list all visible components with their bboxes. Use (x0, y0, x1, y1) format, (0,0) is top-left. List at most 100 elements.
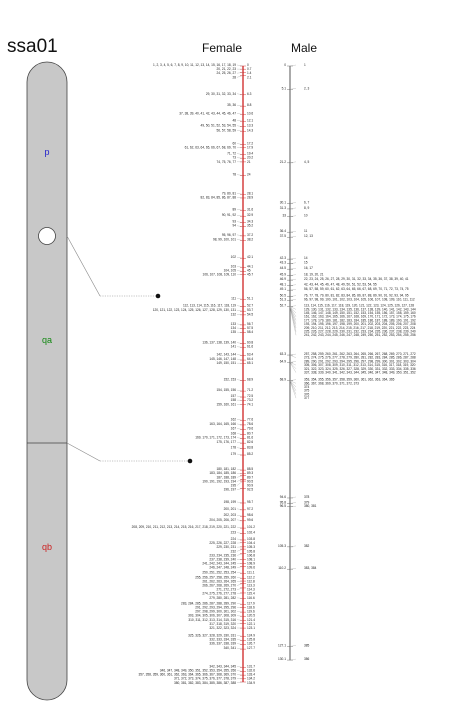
male-marker-names: 378 (304, 495, 310, 499)
male-label-connector (289, 361, 297, 363)
female-label-connector (236, 475, 244, 478)
male-label-connector (289, 64, 297, 67)
female-marker-names: 154, 155, 156 (217, 388, 237, 392)
male-position: 5.1 (282, 86, 287, 90)
female-position: 134.2 (247, 677, 255, 681)
female-label-connector (236, 130, 244, 132)
female-position: 31.6 (247, 207, 253, 211)
male-marker-names: 177, 178, 179, 180, 181, 182, 183, 184, … (304, 318, 416, 322)
male-label-connector (289, 289, 297, 291)
male-label-connector (289, 306, 297, 325)
female-marker-names: 241, 242, 243, 244, 245 (202, 562, 236, 566)
male-marker-names: 374 (304, 385, 310, 389)
female-label-connector (236, 209, 244, 211)
female-position: 90.9 (247, 484, 253, 488)
male-marker-names: 22, 23, 24, 25, 26, 27, 28, 29, 30, 31, … (304, 277, 409, 281)
female-label-connector (236, 670, 244, 672)
female-position: 54.5 (247, 312, 253, 316)
female-position: 81.6 (247, 436, 253, 440)
male-position: 44.5 (280, 266, 286, 270)
male-label-connector (289, 354, 297, 358)
female-label-connector (236, 515, 244, 517)
male-label-connector (289, 268, 297, 270)
female-position: 35.2 (247, 224, 253, 228)
female-marker-names: 20, 21, 22, 23 (217, 67, 237, 71)
female-marker-names: 133 (231, 322, 237, 326)
female-position: 61.6 (247, 345, 253, 349)
male-label-connector (289, 380, 297, 391)
female-marker-names: 149, 150, 151 (217, 361, 237, 365)
female-marker-names: 196, 197 (224, 488, 237, 492)
male-marker-names: 4, 5 (304, 160, 310, 164)
female-label-connector (236, 72, 244, 74)
female-marker-names: 159, 160, 161 (217, 402, 237, 406)
female-marker-names: 179 (231, 452, 237, 456)
female-position: 77.6 (247, 417, 253, 421)
female-marker-names: 111 (231, 296, 236, 300)
female-position: 85.2 (247, 452, 253, 456)
female-marker-names: 223 (231, 531, 237, 535)
female-label-connector (236, 327, 244, 329)
chromosome-body (26, 61, 68, 701)
male-position: 30.1 (280, 200, 286, 204)
female-marker-names: 56, 57, 58, 59 (217, 128, 237, 132)
female-label-connector (236, 587, 244, 590)
female-marker-names: 237, 238, 239, 240 (209, 557, 236, 561)
male-label-connector (289, 279, 297, 281)
female-marker-names: 208, 209, 210, 211, 212, 213, 214, 215, … (132, 525, 237, 529)
female-position: 111.1 (247, 570, 255, 574)
female-marker-names: 49, 50, 51, 52, 53, 54, 55 (201, 124, 237, 128)
female-label-connector (236, 346, 244, 348)
female-label-connector (236, 225, 244, 227)
female-label-connector (236, 647, 244, 650)
female-position: 99.6 (247, 518, 253, 522)
female-marker-names: 233, 234, 235, 236 (209, 553, 236, 557)
female-marker-names: 132 (231, 312, 237, 316)
male-position: 46.9 (280, 277, 286, 281)
male-label-connector (289, 379, 297, 381)
male-marker-names: 382 (304, 544, 310, 548)
female-label-connector (236, 379, 244, 381)
male-marker-names: 10 (304, 214, 308, 218)
female-label-connector (236, 358, 244, 361)
female-marker-names: 78 (232, 173, 236, 177)
male-label-connector (289, 306, 297, 336)
male-marker-names: 380, 381 (304, 504, 317, 508)
male-marker-names: 1 (304, 63, 306, 67)
female-marker-names: 266, 267, 268, 269, 270 (202, 584, 236, 588)
female-position: 103.8 (247, 537, 255, 541)
boundary-connector (66, 442, 101, 462)
female-marker-names: 71, 72 (227, 152, 236, 156)
female-position: 56.7 (247, 322, 253, 326)
female-position: 72.5 (247, 394, 253, 398)
male-label-connector (289, 362, 297, 373)
female-label-connector (236, 64, 244, 67)
female-label-connector (236, 298, 244, 300)
female-position: 34.3 (247, 220, 253, 224)
female-marker-names: 317, 318, 319, 320 (209, 622, 236, 626)
female-label-connector (236, 153, 244, 155)
male-label-connector (289, 306, 297, 310)
female-position: 90.5 (247, 479, 253, 483)
female-label-connector (236, 619, 244, 621)
female-marker-names: 271, 272, 273 (217, 588, 237, 592)
female-position: 98.6 (247, 513, 253, 517)
female-label-connector (236, 615, 244, 617)
female-position: 24 (247, 173, 251, 177)
female-marker-names: 1, 2, 3, 4, 5, 6, 7, 8, 9, 10, 11, 12, 1… (153, 63, 236, 67)
male-marker-names: 2, 3 (304, 86, 310, 90)
female-marker-names: 291, 292, 293, 294, 295, 296 (195, 605, 236, 609)
female-label-connector (236, 257, 244, 259)
female-marker-names: 169, 170, 171, 172, 173, 174 (195, 436, 236, 440)
male-position: 48.1 (280, 283, 286, 287)
female-label-connector (236, 234, 244, 237)
male-position: 43.3 (280, 261, 286, 265)
female-marker-names: 136, 137, 138, 139, 140 (202, 341, 236, 345)
female-label-connector (236, 197, 244, 199)
male-label-connector (289, 502, 297, 504)
male-position: 50.5 (280, 294, 286, 298)
female-position: 42.1 (247, 255, 253, 259)
female-label-connector (236, 174, 244, 176)
male-label-connector (289, 380, 297, 395)
female-marker-names: 224 (231, 537, 237, 541)
